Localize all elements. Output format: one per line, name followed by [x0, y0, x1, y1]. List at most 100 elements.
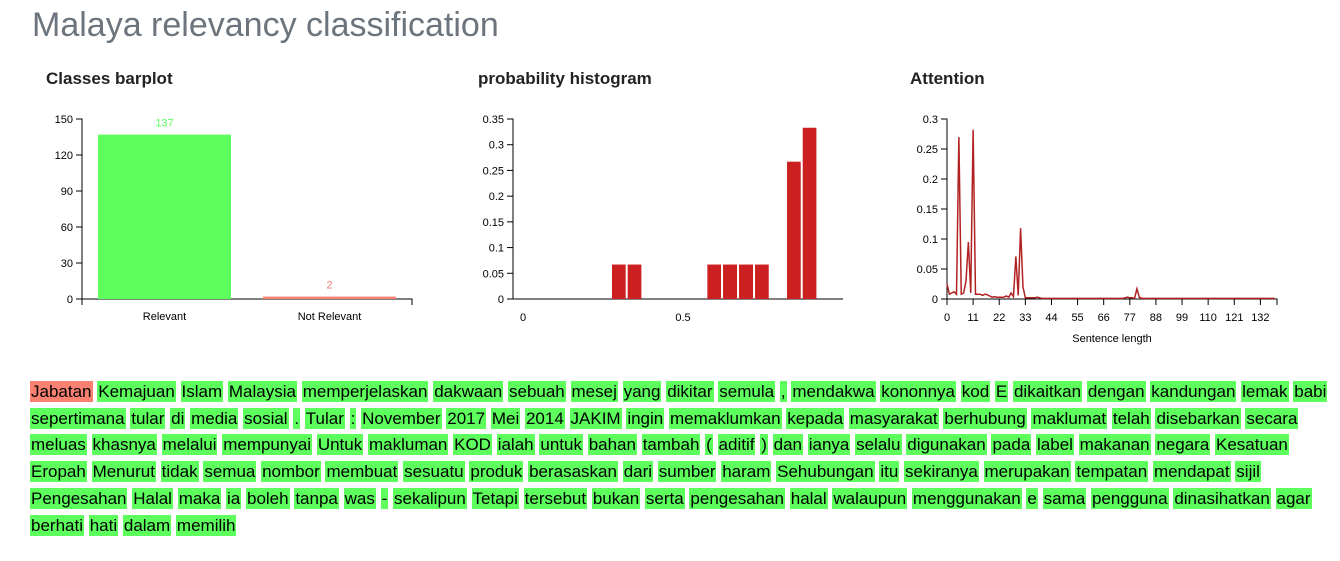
- token-relevant: Kemajuan: [97, 381, 176, 402]
- x-tick-label: 44: [1045, 312, 1057, 324]
- token-relevant: berhubung: [943, 407, 1027, 429]
- token-relevant: was: [343, 487, 376, 509]
- token-relevant: mendakwa: [791, 381, 876, 402]
- token-relevant: haram: [721, 461, 772, 483]
- probability-histogram: 0 0.05 0.1 0.15 0.2 0.25 0.3 0.35 0 0.5: [483, 114, 843, 324]
- x-tick-label: 99: [1176, 312, 1188, 324]
- highlighted-text: Jabatan Kemajuan Islam Malaysia memperje…: [30, 379, 1330, 539]
- token-relevant: media: [190, 407, 239, 429]
- token-relevant: Sehubungan: [776, 461, 875, 483]
- histogram-bar: [802, 127, 817, 299]
- token-relevant: Malaysia: [227, 381, 297, 402]
- token-not-relevant: Jabatan: [30, 381, 93, 402]
- token-relevant: dinasihatkan: [1173, 487, 1271, 509]
- token-relevant: makanan: [1078, 434, 1151, 456]
- token-relevant: meluas: [30, 434, 87, 456]
- bar-value-label: 137: [155, 118, 173, 130]
- token-relevant: JAKIM: [569, 407, 622, 429]
- token-relevant: sepertimana: [30, 407, 126, 429]
- y-tick-label: 0: [932, 294, 938, 306]
- token-relevant: e: [1026, 487, 1038, 509]
- token-relevant: secara: [1245, 407, 1299, 429]
- token-relevant: digunakan: [906, 434, 987, 456]
- token-relevant: memaklumkan: [668, 407, 782, 429]
- token-relevant: sekiranya: [904, 461, 979, 483]
- y-tick-label: 0.2: [923, 174, 938, 186]
- token-relevant: -: [380, 487, 389, 509]
- barplot-title: Classes barplot: [46, 69, 173, 88]
- y-tick-label: 0.05: [483, 268, 504, 280]
- token-relevant: maka: [177, 487, 222, 509]
- x-axis-line: [946, 298, 1278, 305]
- bar-value-label: 2: [326, 280, 332, 292]
- token-relevant: dan: [772, 434, 803, 456]
- x-tick-label: Relevant: [143, 311, 186, 323]
- y-tick-label: 0.25: [917, 144, 938, 156]
- x-tick-label: 121: [1225, 312, 1243, 324]
- token-relevant: sosial: [243, 407, 289, 429]
- token-relevant: aditif: [717, 434, 756, 456]
- histogram-bar: [787, 161, 801, 299]
- histogram-bar: [612, 264, 626, 299]
- histogram-bar: [723, 264, 738, 299]
- token-relevant: tidak: [160, 461, 199, 483]
- histogram-bar: [627, 264, 642, 299]
- x-tick-label: 66: [1098, 312, 1110, 324]
- token-relevant: Mei: [490, 407, 521, 429]
- token-relevant: pada: [991, 434, 1032, 456]
- token-relevant: memperjelaskan: [301, 381, 429, 402]
- token-relevant: mempunyai: [222, 434, 313, 456]
- bar-relevant: [98, 134, 231, 299]
- token-relevant: negara: [1155, 434, 1211, 456]
- token-relevant: tempatan: [1075, 461, 1149, 483]
- token-relevant: sebuah: [507, 381, 566, 402]
- y-axis-line: [507, 118, 514, 300]
- token-relevant: kononnya: [880, 381, 956, 402]
- token-relevant: babi: [1293, 381, 1328, 402]
- y-tick-label: 0.1: [489, 243, 504, 255]
- token-relevant: walaupun: [832, 487, 908, 509]
- attention-series-line: [946, 129, 1275, 300]
- token-relevant: dengan: [1086, 381, 1146, 402]
- bar-not-relevant: [263, 296, 396, 299]
- token-relevant: tanpa: [294, 487, 339, 509]
- token-relevant: agar: [1275, 487, 1312, 509]
- token-relevant: membuat: [325, 461, 399, 483]
- x-tick-label: 22: [993, 312, 1005, 324]
- token-relevant: berhati: [30, 514, 84, 536]
- x-tick-label: 0.5: [675, 312, 690, 324]
- token-relevant: yang: [622, 381, 662, 402]
- token-relevant: masyarakat: [848, 407, 939, 429]
- histogram-bar: [739, 264, 754, 299]
- y-tick-label: 0.2: [489, 191, 504, 203]
- token-relevant: dalam: [122, 514, 172, 536]
- attention-line-chart: 0 0.05 0.1 0.15 0.2 0.25 0.3 0 11 22 33 44 55 66 77 88 9…: [917, 114, 1278, 345]
- token-relevant: 2014: [524, 407, 565, 429]
- token-relevant: sekalipun: [392, 487, 467, 509]
- token-relevant: kod: [960, 381, 991, 402]
- token-relevant: kepada: [786, 407, 845, 429]
- x-tick-label: Not Relevant: [298, 311, 362, 323]
- token-relevant: hati: [88, 514, 119, 536]
- token-relevant: melalui: [161, 434, 218, 456]
- token-relevant: boleh: [245, 487, 290, 509]
- token-relevant: dikaitkan: [1012, 381, 1083, 402]
- token-relevant: tambah: [641, 434, 701, 456]
- token-relevant: pengguna: [1090, 487, 1169, 509]
- x-axis-label: Sentence length: [1072, 333, 1152, 345]
- x-tick-label: 88: [1150, 312, 1162, 324]
- x-tick-label: 0: [520, 312, 526, 324]
- y-tick-label: 90: [61, 186, 73, 198]
- token-relevant: di: [170, 407, 186, 429]
- token-relevant: bahan: [587, 434, 637, 456]
- y-tick-label: 0: [498, 294, 504, 306]
- y-tick-label: 120: [55, 150, 73, 162]
- x-tick-label: 33: [1019, 312, 1031, 324]
- token-relevant: Halal: [132, 487, 173, 509]
- token-relevant: Menurut: [91, 461, 156, 483]
- page-title: Malaya relevancy classification: [32, 6, 499, 44]
- token-relevant: produk: [469, 461, 524, 483]
- token-relevant: label: [1036, 434, 1074, 456]
- token-relevant: kandungan: [1150, 381, 1237, 402]
- token-relevant: sesuatu: [403, 461, 465, 483]
